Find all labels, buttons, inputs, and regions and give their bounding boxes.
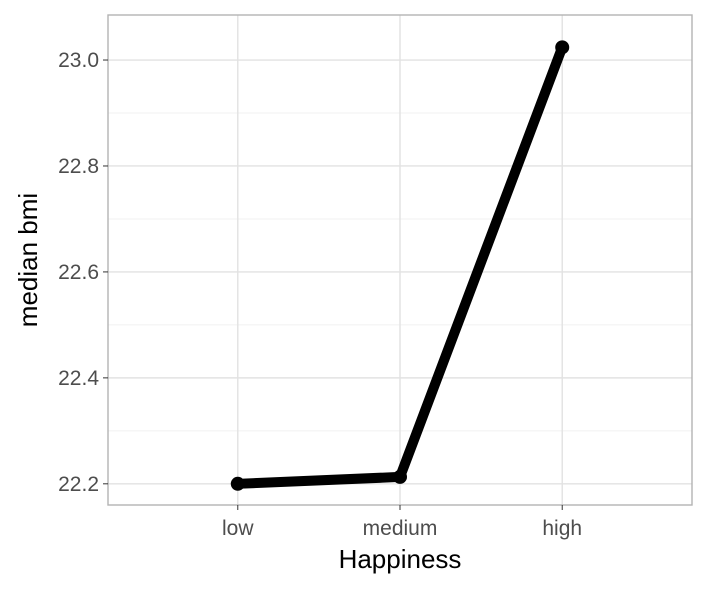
major-gridlines — [108, 15, 692, 505]
y-axis-title: median bmi — [13, 193, 43, 327]
y-tick-label: 22.2 — [58, 473, 99, 496]
data-point-high — [555, 40, 570, 55]
x-axis-title: Happiness — [339, 544, 462, 574]
y-tick-label: 23.0 — [58, 49, 99, 72]
y-axis: 22.2 22.4 22.6 22.8 23.0 — [58, 49, 108, 496]
data-point-medium — [393, 469, 407, 484]
y-tick-label: 22.4 — [58, 367, 99, 390]
x-tick-label-high: high — [542, 517, 582, 540]
y-tick-label: 22.8 — [58, 155, 99, 178]
x-tick-label-medium: medium — [363, 517, 438, 540]
x-axis: low medium high — [222, 505, 582, 540]
y-tick-label: 22.6 — [58, 261, 99, 284]
x-tick-label-low: low — [222, 517, 254, 540]
series-layer — [230, 40, 570, 491]
data-point-low — [230, 476, 245, 491]
